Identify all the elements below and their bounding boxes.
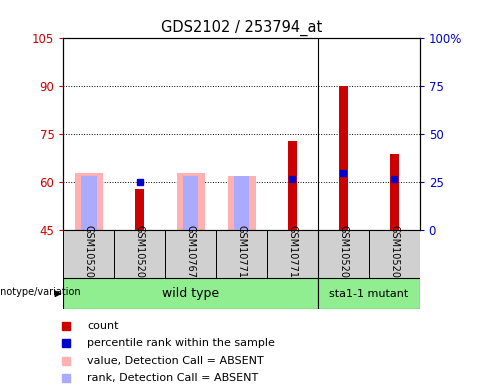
Bar <box>369 230 420 278</box>
Bar <box>267 230 318 278</box>
Text: GSM105206: GSM105206 <box>389 225 399 284</box>
Bar <box>389 154 399 230</box>
Text: count: count <box>87 321 119 331</box>
Bar <box>75 173 103 230</box>
Text: percentile rank within the sample: percentile rank within the sample <box>87 338 275 348</box>
Bar <box>216 230 267 278</box>
Bar <box>288 141 297 230</box>
Text: GSM105203: GSM105203 <box>84 225 94 284</box>
Bar <box>234 176 249 230</box>
Bar <box>183 176 198 230</box>
Text: genotype/variation: genotype/variation <box>0 287 81 297</box>
Text: sta1-1 mutant: sta1-1 mutant <box>329 289 408 299</box>
Title: GDS2102 / 253794_at: GDS2102 / 253794_at <box>161 20 322 36</box>
Bar <box>165 230 216 278</box>
Text: value, Detection Call = ABSENT: value, Detection Call = ABSENT <box>87 356 264 366</box>
Text: wild type: wild type <box>162 287 219 300</box>
Text: GSM107712: GSM107712 <box>287 225 298 284</box>
Bar <box>318 230 369 278</box>
Bar <box>135 189 144 230</box>
Text: GSM105205: GSM105205 <box>338 225 348 284</box>
Bar <box>63 230 114 278</box>
Bar <box>177 173 204 230</box>
Bar <box>339 86 348 230</box>
Text: GSM107670: GSM107670 <box>185 225 196 284</box>
Bar <box>318 278 420 309</box>
Text: GSM107711: GSM107711 <box>237 225 246 284</box>
Bar <box>63 278 318 309</box>
Bar <box>227 176 256 230</box>
Text: GSM105204: GSM105204 <box>135 225 145 284</box>
Bar <box>81 176 97 230</box>
Text: rank, Detection Call = ABSENT: rank, Detection Call = ABSENT <box>87 373 259 383</box>
Bar <box>114 230 165 278</box>
